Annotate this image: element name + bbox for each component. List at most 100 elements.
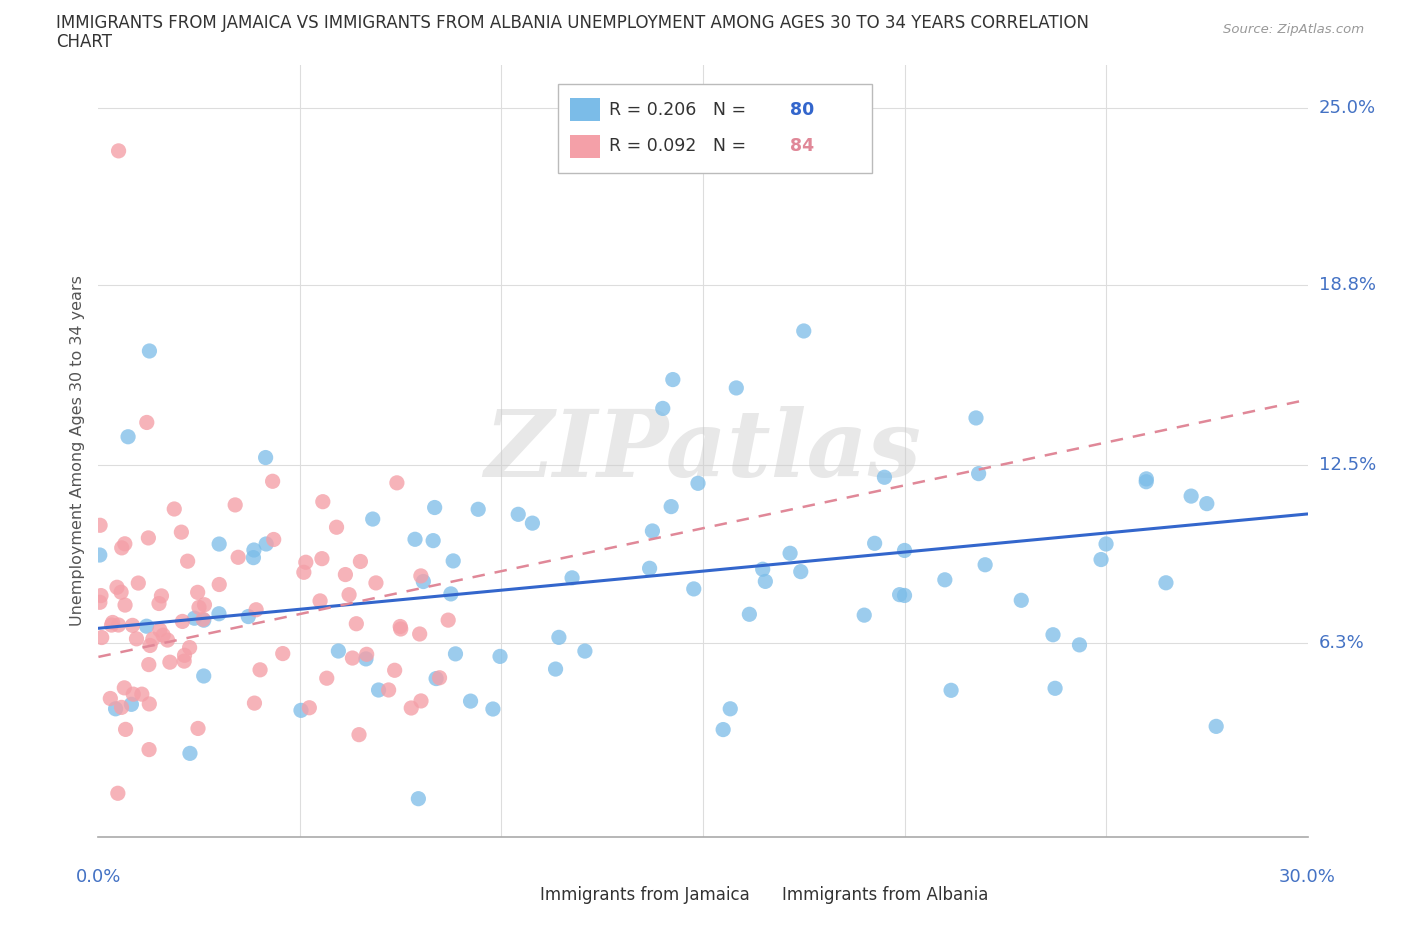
Point bbox=[120, 697, 142, 711]
Point bbox=[489, 649, 512, 664]
Point bbox=[754, 574, 776, 589]
Point bbox=[245, 603, 267, 618]
Point bbox=[574, 644, 596, 658]
Point bbox=[135, 415, 157, 430]
Point bbox=[249, 662, 271, 677]
Point bbox=[271, 646, 294, 661]
Point bbox=[110, 585, 132, 600]
Point bbox=[437, 613, 460, 628]
Text: 80: 80 bbox=[790, 100, 814, 119]
Point bbox=[208, 537, 231, 551]
Point bbox=[361, 512, 384, 526]
Point bbox=[138, 697, 160, 711]
Point bbox=[659, 499, 682, 514]
Point bbox=[337, 587, 360, 602]
Point bbox=[863, 536, 886, 551]
Point bbox=[148, 596, 170, 611]
Point bbox=[1095, 537, 1118, 551]
Point bbox=[112, 681, 135, 696]
Point bbox=[107, 143, 129, 158]
Point bbox=[149, 622, 172, 637]
Point bbox=[290, 703, 312, 718]
Text: 12.5%: 12.5% bbox=[1319, 457, 1376, 474]
Point bbox=[1042, 628, 1064, 643]
Point bbox=[965, 410, 987, 425]
Point bbox=[934, 572, 956, 587]
Point bbox=[1069, 637, 1091, 652]
Point bbox=[262, 474, 284, 489]
Point bbox=[138, 658, 160, 672]
Point bbox=[138, 530, 160, 545]
Point bbox=[425, 671, 447, 686]
Point bbox=[150, 589, 173, 604]
Point bbox=[561, 570, 583, 585]
Point bbox=[138, 343, 160, 358]
Point bbox=[122, 686, 145, 701]
Point bbox=[163, 501, 186, 516]
Point bbox=[1135, 474, 1157, 489]
Point bbox=[193, 597, 215, 612]
Text: R = 0.206   N =: R = 0.206 N = bbox=[609, 100, 751, 119]
Point bbox=[89, 518, 111, 533]
Point bbox=[179, 746, 201, 761]
Point bbox=[173, 654, 195, 669]
Point bbox=[662, 372, 685, 387]
Text: Immigrants from Jamaica: Immigrants from Jamaica bbox=[540, 886, 749, 904]
Point bbox=[125, 631, 148, 646]
Point bbox=[292, 565, 315, 579]
Point bbox=[242, 551, 264, 565]
Point bbox=[89, 548, 111, 563]
Point bbox=[188, 600, 211, 615]
Point bbox=[173, 648, 195, 663]
Point bbox=[354, 651, 377, 666]
Text: Immigrants from Albania: Immigrants from Albania bbox=[782, 886, 988, 904]
Point bbox=[1205, 719, 1227, 734]
Point bbox=[409, 568, 432, 583]
FancyBboxPatch shape bbox=[569, 99, 600, 122]
Point bbox=[686, 476, 709, 491]
Point bbox=[111, 540, 134, 555]
Point bbox=[138, 742, 160, 757]
Point bbox=[389, 619, 412, 634]
Point bbox=[508, 507, 530, 522]
Point bbox=[179, 640, 201, 655]
Point bbox=[107, 786, 129, 801]
Point bbox=[193, 613, 215, 628]
Point bbox=[238, 609, 260, 624]
Point bbox=[90, 588, 112, 603]
Point bbox=[718, 701, 741, 716]
Point bbox=[1090, 552, 1112, 567]
Text: ZIPatlas: ZIPatlas bbox=[485, 406, 921, 496]
Point bbox=[790, 565, 813, 579]
Text: Source: ZipAtlas.com: Source: ZipAtlas.com bbox=[1223, 23, 1364, 36]
Text: 0.0%: 0.0% bbox=[76, 868, 121, 885]
Point bbox=[121, 618, 143, 632]
Point bbox=[191, 612, 214, 627]
Point bbox=[156, 632, 179, 647]
Point bbox=[135, 618, 157, 633]
Point bbox=[176, 553, 198, 568]
Point bbox=[367, 683, 389, 698]
Point bbox=[377, 683, 399, 698]
Point bbox=[315, 671, 337, 685]
Text: IMMIGRANTS FROM JAMAICA VS IMMIGRANTS FROM ALBANIA UNEMPLOYMENT AMONG AGES 30 TO: IMMIGRANTS FROM JAMAICA VS IMMIGRANTS FR… bbox=[56, 14, 1090, 32]
Point bbox=[1043, 681, 1066, 696]
Point bbox=[638, 561, 661, 576]
Point bbox=[441, 553, 464, 568]
Point bbox=[423, 500, 446, 515]
Point bbox=[328, 644, 350, 658]
Point bbox=[342, 651, 364, 666]
Point bbox=[412, 574, 434, 589]
Text: 84: 84 bbox=[790, 137, 814, 155]
Point bbox=[444, 646, 467, 661]
Point bbox=[364, 576, 387, 591]
Point bbox=[751, 562, 773, 577]
Point bbox=[548, 630, 571, 644]
Point bbox=[127, 576, 149, 591]
Point bbox=[98, 691, 121, 706]
Point bbox=[349, 554, 371, 569]
Point bbox=[422, 533, 444, 548]
FancyBboxPatch shape bbox=[740, 884, 773, 907]
Point bbox=[440, 587, 463, 602]
Point bbox=[187, 585, 209, 600]
